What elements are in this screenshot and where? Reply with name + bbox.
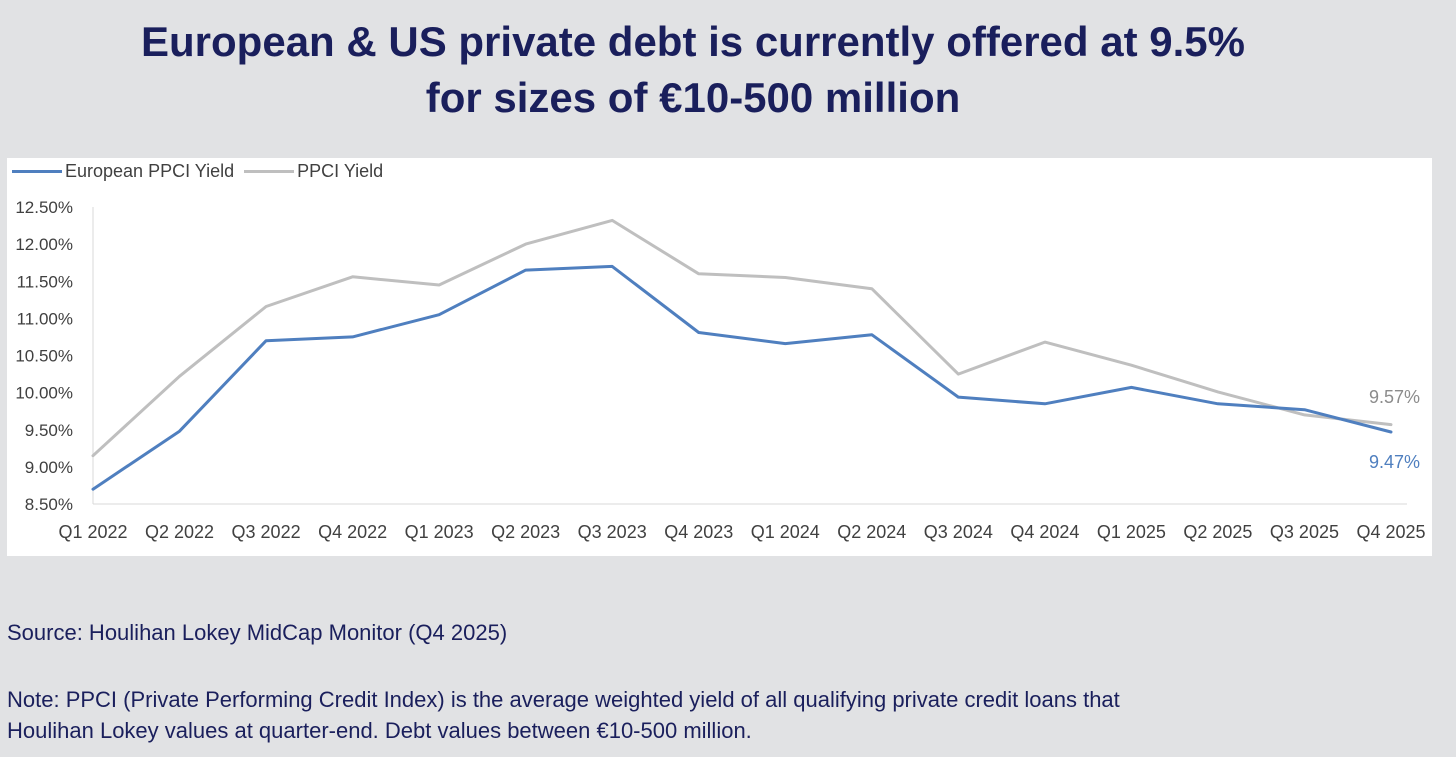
x-tick-label: Q2 2024 bbox=[837, 522, 906, 542]
y-tick-label: 11.50% bbox=[17, 272, 73, 291]
legend-item-european: European PPCI Yield bbox=[12, 161, 234, 182]
page-title: European & US private debt is currently … bbox=[0, 14, 1386, 126]
y-tick-label: 9.50% bbox=[25, 421, 73, 440]
x-tick-label: Q1 2022 bbox=[58, 522, 127, 542]
source-text: Source: Houlihan Lokey MidCap Monitor (Q… bbox=[7, 620, 508, 645]
series-line-european-ppci bbox=[91, 264, 1393, 491]
legend-label-ppci: PPCI Yield bbox=[297, 160, 384, 181]
y-tick-label: 8.50% bbox=[25, 495, 73, 514]
x-tick-label: Q4 2022 bbox=[318, 522, 387, 542]
x-tick-label: Q2 2022 bbox=[145, 522, 214, 542]
x-tick-label: Q1 2024 bbox=[751, 522, 820, 542]
x-tick-label: Q1 2025 bbox=[1097, 522, 1166, 542]
legend-swatch-european bbox=[12, 169, 62, 173]
legend-label-european: European PPCI Yield bbox=[65, 160, 235, 181]
x-tick-label: Q2 2023 bbox=[491, 522, 560, 542]
end-label-ppci: 9.57% bbox=[1369, 387, 1420, 407]
x-tick-label: Q4 2025 bbox=[1356, 522, 1425, 542]
x-tick-label: Q3 2025 bbox=[1270, 522, 1339, 542]
x-tick-label: Q3 2023 bbox=[578, 522, 647, 542]
note-text: Note: PPCI (Private Performing Credit In… bbox=[7, 684, 1327, 746]
y-tick-label: 12.50% bbox=[15, 198, 73, 217]
legend-item-ppci: PPCI Yield bbox=[244, 161, 383, 182]
end-label-european: 9.47% bbox=[1369, 452, 1420, 472]
note-line-2: Houlihan Lokey values at quarter-end. De… bbox=[7, 718, 752, 743]
x-tick-label: Q4 2024 bbox=[1010, 522, 1079, 542]
y-tick-label: 10.50% bbox=[15, 347, 73, 366]
title-line-1: European & US private debt is currently … bbox=[141, 18, 1245, 65]
y-tick-label: 9.00% bbox=[25, 458, 73, 477]
x-tick-label: Q1 2023 bbox=[405, 522, 474, 542]
y-tick-label: 10.00% bbox=[15, 384, 73, 403]
note-line-1: Note: PPCI (Private Performing Credit In… bbox=[7, 687, 1120, 712]
x-tick-label: Q2 2025 bbox=[1183, 522, 1252, 542]
x-tick-label: Q3 2024 bbox=[924, 522, 993, 542]
x-tick-label: Q4 2023 bbox=[664, 522, 733, 542]
y-tick-label: 11.00% bbox=[17, 309, 73, 328]
legend-swatch-ppci bbox=[244, 169, 295, 173]
chart-legend: European PPCI Yield PPCI Yield bbox=[12, 160, 393, 182]
series-line-ppci bbox=[91, 218, 1393, 458]
x-tick-label: Q3 2022 bbox=[232, 522, 301, 542]
line-chart: 12.50% 12.00% 11.50% 11.00% 10.50% 10.00% 9.50… bbox=[15, 198, 1425, 542]
chart-panel: 12.50% 12.00% 11.50% 11.00% 10.50% 10.00% 9.50… bbox=[7, 158, 1432, 556]
y-tick-label: 12.00% bbox=[15, 235, 73, 254]
title-line-2: for sizes of €10-500 million bbox=[425, 74, 961, 121]
